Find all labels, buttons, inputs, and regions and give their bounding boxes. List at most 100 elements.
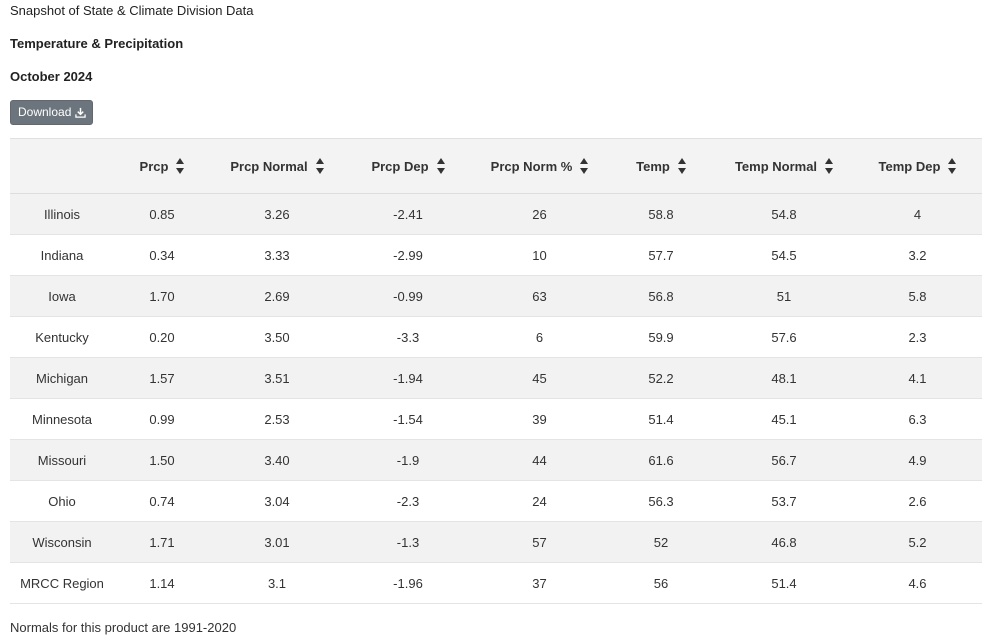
table-cell: 1.70 — [114, 275, 210, 317]
sort-descending-icon — [677, 168, 686, 174]
table-cell: -2.3 — [344, 480, 472, 522]
table-cell: -2.99 — [344, 234, 472, 276]
sort-icon[interactable] — [580, 158, 589, 174]
column-header[interactable]: Prcp Normal — [210, 138, 344, 194]
column-header-label: Prcp — [139, 158, 169, 174]
table-row: Kentucky 0.20 3.50 -3.3 6 59.9 57.6 2.3 — [10, 316, 982, 358]
table-cell: 57 — [472, 521, 607, 563]
table-cell: 5.8 — [853, 275, 982, 317]
table-cell: 4.1 — [853, 357, 982, 399]
column-header[interactable]: Temp Normal — [715, 138, 853, 194]
table-cell: 2.69 — [210, 275, 344, 317]
table-row: Wisconsin 1.71 3.01 -1.3 57 52 46.8 5.2 — [10, 521, 982, 563]
row-label-cell: Michigan — [10, 357, 114, 399]
table-cell: 0.74 — [114, 480, 210, 522]
column-header-label: Temp Dep — [878, 158, 941, 174]
sort-descending-icon — [176, 168, 185, 174]
table-cell: 51.4 — [715, 562, 853, 604]
table-cell: 2.3 — [853, 316, 982, 358]
table-cell: 4.6 — [853, 562, 982, 604]
table-cell: 26 — [472, 193, 607, 235]
column-header-label: Prcp Normal — [230, 158, 308, 174]
table-cell: 3.01 — [210, 521, 344, 563]
table-cell: 3.26 — [210, 193, 344, 235]
row-label-cell: Iowa — [10, 275, 114, 317]
column-header[interactable]: Temp — [607, 138, 715, 194]
sort-icon[interactable] — [825, 158, 834, 174]
table-cell: 4.9 — [853, 439, 982, 481]
table-cell: 10 — [472, 234, 607, 276]
table-row: Ohio 0.74 3.04 -2.3 24 56.3 53.7 2.6 — [10, 480, 982, 522]
sort-descending-icon — [580, 168, 589, 174]
table-row: Minnesota 0.99 2.53 -1.54 39 51.4 45.1 6.3 — [10, 398, 982, 440]
table-cell: 0.85 — [114, 193, 210, 235]
normals-footnote: Normals for this product are 1991-2020 — [10, 620, 237, 635]
column-header[interactable]: Prcp Dep — [344, 138, 472, 194]
table-cell: 56.3 — [607, 480, 715, 522]
sort-descending-icon — [825, 168, 834, 174]
table-cell: -0.99 — [344, 275, 472, 317]
page-title: Snapshot of State & Climate Division Dat… — [10, 3, 254, 18]
table-cell: 45 — [472, 357, 607, 399]
row-label-cell: Wisconsin — [10, 521, 114, 563]
table-row: Illinois 0.85 3.26 -2.41 26 58.8 54.8 4 — [10, 193, 982, 235]
column-header-content: Temp Normal — [734, 158, 834, 174]
table-cell: -1.96 — [344, 562, 472, 604]
table-cell: 0.99 — [114, 398, 210, 440]
column-header-label: Temp Normal — [734, 158, 818, 174]
table-cell: 54.5 — [715, 234, 853, 276]
column-header-label: Temp — [636, 158, 670, 174]
period-label: October 2024 — [10, 69, 93, 84]
table-cell: 3.2 — [853, 234, 982, 276]
column-header-content: Temp — [636, 158, 686, 174]
sort-ascending-icon — [825, 158, 834, 164]
sort-ascending-icon — [677, 158, 686, 164]
table-cell: 2.6 — [853, 480, 982, 522]
table-cell: 6.3 — [853, 398, 982, 440]
column-header-content: Temp Dep — [879, 158, 957, 174]
table-cell: -1.3 — [344, 521, 472, 563]
sort-ascending-icon — [948, 158, 957, 164]
table-cell: 56.8 — [607, 275, 715, 317]
download-icon — [75, 107, 87, 118]
table-header-row: Prcp Prcp Normal Prcp Dep Prcp Norm % Temp Te… — [10, 138, 982, 194]
table-row: Iowa 1.70 2.69 -0.99 63 56.8 51 5.8 — [10, 275, 982, 317]
sort-icon[interactable] — [176, 158, 185, 174]
table-cell: 56 — [607, 562, 715, 604]
sort-icon[interactable] — [677, 158, 686, 174]
column-header-blank — [10, 138, 114, 194]
table-cell: 24 — [472, 480, 607, 522]
sort-icon[interactable] — [948, 158, 957, 174]
table-cell: 63 — [472, 275, 607, 317]
table-cell: 46.8 — [715, 521, 853, 563]
table-cell: 3.40 — [210, 439, 344, 481]
table-cell: -3.3 — [344, 316, 472, 358]
table-cell: 5.2 — [853, 521, 982, 563]
download-button[interactable]: Download — [10, 100, 93, 125]
sort-descending-icon — [948, 168, 957, 174]
table-cell: 0.20 — [114, 316, 210, 358]
table-cell: 59.9 — [607, 316, 715, 358]
table-cell: 1.57 — [114, 357, 210, 399]
table-cell: 1.71 — [114, 521, 210, 563]
table-cell: 3.04 — [210, 480, 344, 522]
table-cell: 37 — [472, 562, 607, 604]
table-row: Michigan 1.57 3.51 -1.94 45 52.2 48.1 4.1 — [10, 357, 982, 399]
column-header-content: Prcp Normal — [230, 158, 324, 174]
column-header[interactable]: Prcp Norm % — [472, 138, 607, 194]
table-row: MRCC Region 1.14 3.1 -1.96 37 56 51.4 4.6 — [10, 562, 982, 604]
column-header[interactable]: Temp Dep — [853, 138, 982, 194]
table-cell: 51 — [715, 275, 853, 317]
table-cell: 3.33 — [210, 234, 344, 276]
table-cell: 48.1 — [715, 357, 853, 399]
table-cell: 58.8 — [607, 193, 715, 235]
data-table-container: Prcp Prcp Normal Prcp Dep Prcp Norm % Temp Te… — [10, 138, 982, 604]
table-cell: 45.1 — [715, 398, 853, 440]
column-header[interactable]: Prcp — [114, 138, 210, 194]
sort-icon[interactable] — [436, 158, 445, 174]
table-cell: 51.4 — [607, 398, 715, 440]
sort-ascending-icon — [315, 158, 324, 164]
sort-icon[interactable] — [315, 158, 324, 174]
table-cell: 3.50 — [210, 316, 344, 358]
